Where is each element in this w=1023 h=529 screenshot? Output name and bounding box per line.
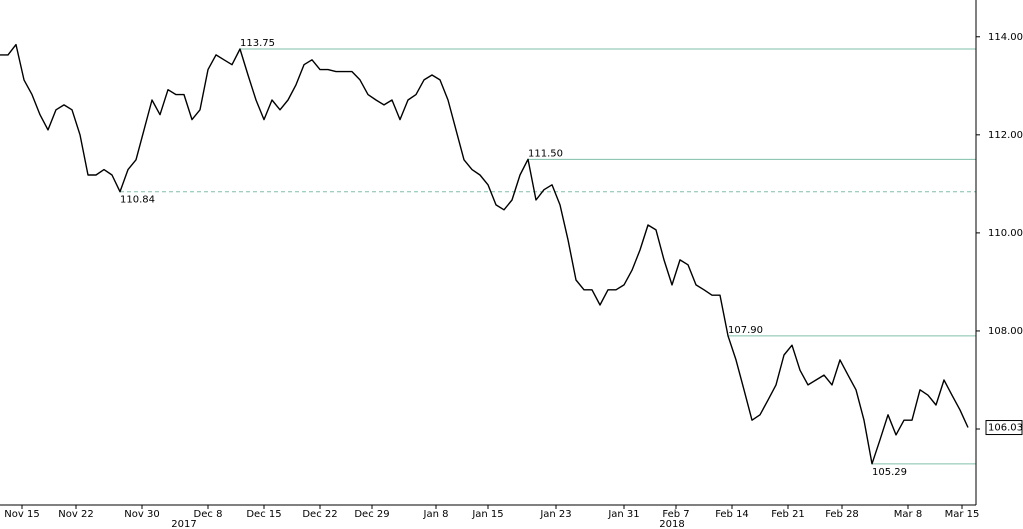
y-tick-label: 114.00 (988, 32, 1023, 43)
x-tick-label: Feb 28 (825, 509, 859, 520)
x-tick-label: Dec 8 (194, 509, 223, 520)
x-tick-label: Jan 8 (423, 509, 449, 520)
annotation-label: 107.90 (728, 325, 763, 336)
y-tick-label: 108.00 (988, 326, 1023, 337)
x-tick-label: Mar 8 (894, 509, 922, 520)
x-tick-label: Jan 23 (539, 509, 571, 520)
x-tick-label: Dec 22 (302, 509, 337, 520)
x-tick-label: Feb 21 (771, 509, 805, 520)
x-tick-label: Dec 29 (354, 509, 389, 520)
year-label: 2018 (659, 519, 684, 529)
x-tick-label: Feb 14 (715, 509, 749, 520)
annotation-label: 111.50 (528, 148, 563, 159)
year-label: 2017 (171, 519, 196, 529)
last-price-label: 106.03 (988, 423, 1023, 434)
x-tick-label: Nov 15 (4, 509, 39, 520)
annotation-label: 105.29 (872, 467, 907, 478)
x-tick-label: Dec 15 (246, 509, 281, 520)
x-tick-label: Jan 31 (607, 509, 639, 520)
price-line (0, 43, 969, 465)
y-tick-label: 110.00 (988, 228, 1023, 239)
last-price-box (985, 420, 1023, 436)
x-tick-label: Mar 15 (945, 509, 980, 520)
y-tick-label: 112.00 (988, 130, 1023, 141)
annotation-label: 113.75 (240, 38, 275, 49)
annotation-label: 110.84 (120, 195, 155, 206)
x-tick-label: Feb 7 (662, 509, 689, 520)
x-tick-label: Jan 15 (471, 509, 503, 520)
x-tick-label: Nov 22 (58, 509, 93, 520)
x-tick-label: Nov 30 (124, 509, 159, 520)
